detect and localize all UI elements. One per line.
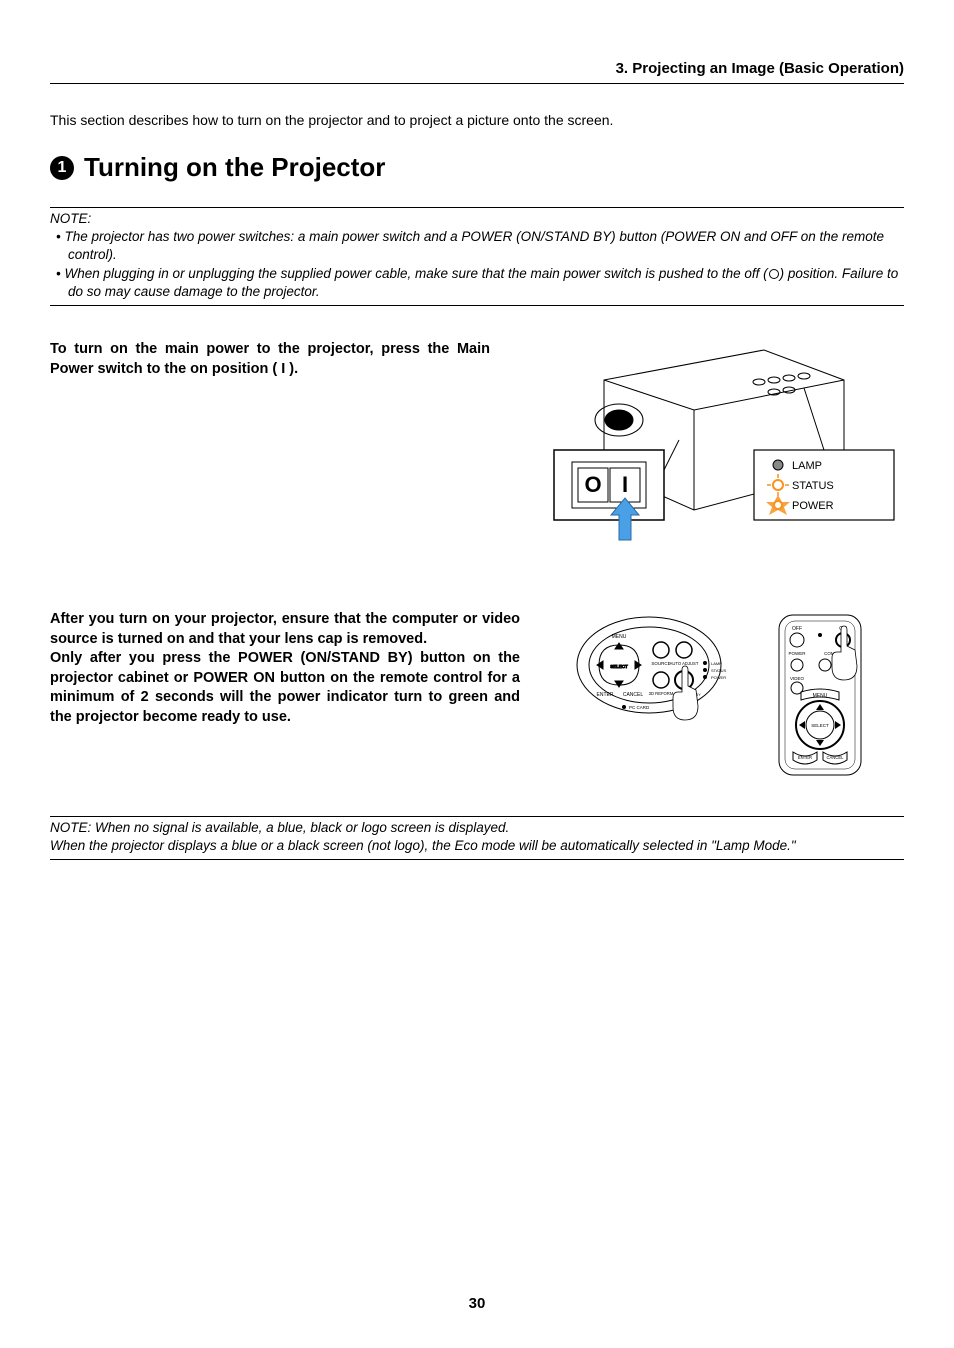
remote-illustration: OFF ON POWER COMPUTER VIDEO MENU SELECT [769,610,879,780]
note-item: The projector has two power switches: a … [50,228,904,264]
note2-line1: NOTE: When no signal is available, a blu… [50,819,904,837]
panel-select-label: SELECT [610,664,628,669]
panel-menu-label: MENU [612,634,627,640]
switch-on-label: I [622,472,628,497]
chapter-header: 3. Projecting an Image (Basic Operation) [50,60,904,84]
remote-cancel-label: CANCEL [827,755,845,760]
power-indicator-label: POWER [792,500,834,512]
panel-source-label: SOURCE [651,661,670,666]
note-block-2: NOTE: When no signal is available, a blu… [50,816,904,859]
note-item: When plugging in or unplugging the suppl… [50,265,904,301]
note2-line2: When the projector displays a blue or a … [50,837,904,855]
hand-press-icon [832,626,857,680]
note-block-1: NOTE: The projector has two power switch… [50,207,904,306]
intro-text: This section describes how to turn on th… [50,112,904,128]
lamp-indicator-label: LAMP [792,460,822,472]
step2-text-2: Only after you press the POWER (ON/STAND… [50,649,520,727]
remote-off-label: OFF [792,626,802,632]
off-symbol-icon [769,269,779,279]
step2-text-1: After you turn on your projector, ensure… [50,610,520,649]
section-title: 1 Turning on the Projector [50,152,904,183]
panel-cancel-label: CANCEL [623,692,644,698]
remote-enter-label: ENTER [798,755,812,760]
panel-3dreform-label: 3D REFORM [649,691,674,696]
panel-enter-label: ENTER [597,692,614,698]
switch-off-label: O [584,472,601,497]
page-number: 30 [0,1295,954,1312]
remote-menu-label: MENU [813,693,828,699]
remote-video-label: VIDEO [790,676,805,681]
projector-illustration: O I LAMP [514,340,904,550]
panel-status-label: STATUS [711,668,727,673]
panel-power-label: POWER [711,675,726,680]
step1-text: To turn on the main power to the project… [50,340,490,379]
remote-select-label: SELECT [811,723,829,728]
status-indicator-label: STATUS [792,480,834,492]
remote-power-label: POWER [788,651,806,656]
section-number-badge: 1 [50,156,74,180]
control-panel-illustration: SELECT MENU ENTER CANCEL SOURCE AUTO ADJ… [569,610,739,740]
panel-pccard-label: PC CARD [629,705,650,710]
note-label: NOTE: [50,210,904,228]
note-list: The projector has two power switches: a … [50,228,904,301]
section-title-text: Turning on the Projector [84,152,385,183]
panel-lamp-label: LAMP [711,661,722,666]
panel-autoadj-label: AUTO ADJUST [670,661,699,666]
